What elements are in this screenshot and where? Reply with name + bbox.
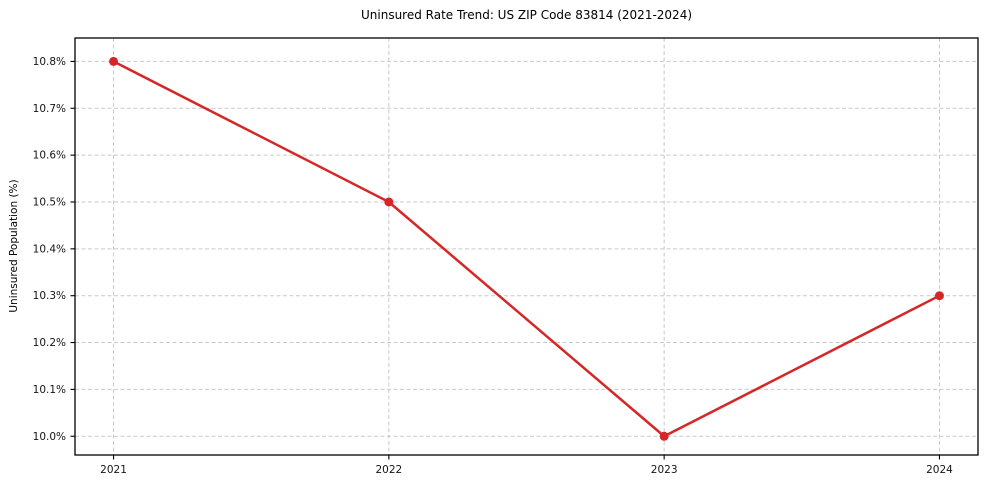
x-tick-label: 2024 — [926, 464, 953, 476]
x-tick-label: 2022 — [375, 464, 402, 476]
y-tick-label: 10.2% — [33, 337, 66, 349]
y-axis-label: Uninsured Population (%) — [8, 179, 20, 313]
y-tick-label: 10.6% — [33, 150, 66, 162]
trend-line — [112, 60, 941, 438]
data-point-marker — [109, 56, 119, 66]
x-tick-label: 2021 — [100, 464, 127, 476]
y-tick-label: 10.5% — [33, 196, 66, 208]
plot-border — [74, 37, 979, 456]
y-tick-label: 10.8% — [33, 56, 66, 68]
y-tick-label: 10.3% — [33, 290, 66, 302]
data-point-marker — [934, 291, 944, 301]
y-tick-label: 10.0% — [33, 431, 66, 443]
y-tick-label: 10.7% — [33, 103, 66, 115]
y-tick-label: 10.1% — [33, 384, 66, 396]
data-point-marker — [659, 431, 669, 441]
y-tick-label: 10.4% — [33, 243, 66, 255]
chart-title: Uninsured Rate Trend: US ZIP Code 83814 … — [360, 8, 693, 22]
data-point-marker — [384, 197, 394, 207]
x-tick-label: 2023 — [651, 464, 678, 476]
